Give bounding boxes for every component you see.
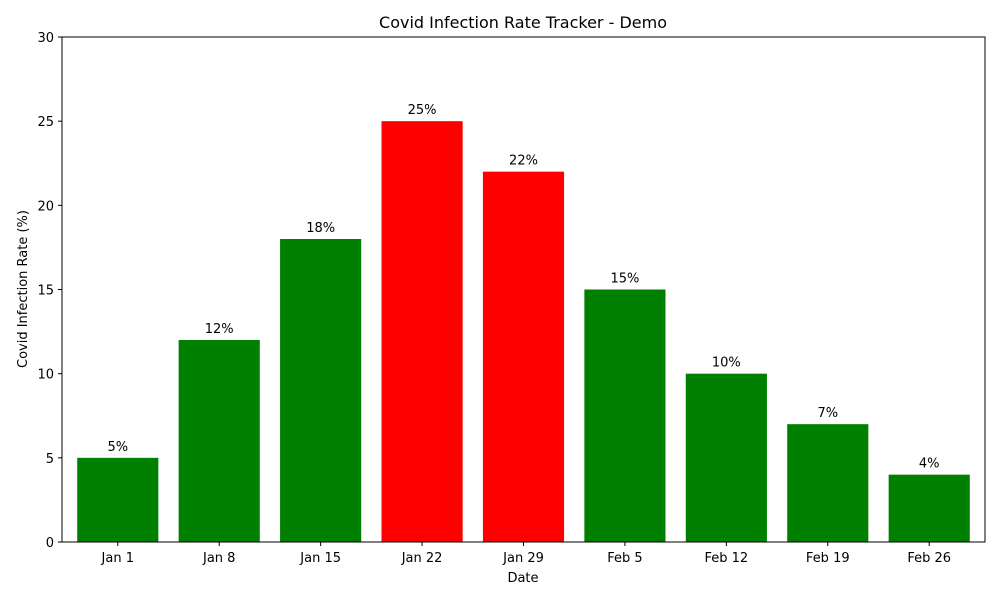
x-tick-label-8: Feb 26 <box>907 551 951 566</box>
chart-title: Covid Infection Rate Tracker - Demo <box>379 13 667 32</box>
y-axis-label: Covid Infection Rate (%) <box>16 210 31 368</box>
bar-0 <box>77 457 159 542</box>
x-axis-label: Date <box>507 571 538 586</box>
bar-value-label-1: 12% <box>205 322 234 337</box>
x-tick-label-7: Feb 19 <box>806 551 850 566</box>
y-tick-label-4: 20 <box>37 199 54 214</box>
bar-value-label-2: 18% <box>306 221 335 236</box>
bar-8 <box>888 474 970 542</box>
x-tick-label-0: Jan 1 <box>101 551 134 566</box>
bar-value-label-3: 25% <box>408 103 437 118</box>
bar-5 <box>584 289 666 542</box>
y-tick-label-6: 30 <box>37 31 54 46</box>
bar-value-label-7: 7% <box>817 406 838 421</box>
y-tick-label-3: 15 <box>37 284 54 299</box>
bar-value-label-5: 15% <box>610 272 639 287</box>
x-tick-label-5: Feb 5 <box>607 551 642 566</box>
y-tick-label-0: 0 <box>46 536 54 551</box>
x-tick-label-1: Jan 8 <box>202 551 235 566</box>
bar-3 <box>381 121 463 543</box>
bar-value-label-6: 10% <box>712 356 741 371</box>
bar-labels-group: 5% 12% 18% 25% 22% 15% 10% 7% 4% <box>107 103 940 472</box>
bar-value-label-0: 5% <box>107 440 128 455</box>
y-axis-ticks: 0 5 10 15 20 25 30 <box>37 31 62 551</box>
y-tick-label-1: 5 <box>46 452 54 467</box>
bar-value-label-4: 22% <box>509 154 538 169</box>
bar-1 <box>178 340 260 542</box>
bars-group <box>77 121 970 543</box>
bar-value-label-8: 4% <box>919 457 940 472</box>
x-tick-label-2: Jan 15 <box>299 551 341 566</box>
plot-frame <box>61 36 986 543</box>
x-tick-label-4: Jan 29 <box>502 551 544 566</box>
x-axis-ticks: Jan 1 Jan 8 Jan 15 Jan 22 Jan 29 Feb 5 Feb 12 F… <box>101 542 951 566</box>
bar-6 <box>685 373 767 542</box>
x-tick-label-6: Feb 12 <box>705 551 749 566</box>
y-tick-label-2: 10 <box>37 368 54 383</box>
y-tick-label-5: 25 <box>37 115 54 130</box>
bar-4 <box>482 171 565 542</box>
bar-7 <box>787 424 869 542</box>
x-tick-label-3: Jan 22 <box>401 551 443 566</box>
bar-2 <box>280 239 362 542</box>
